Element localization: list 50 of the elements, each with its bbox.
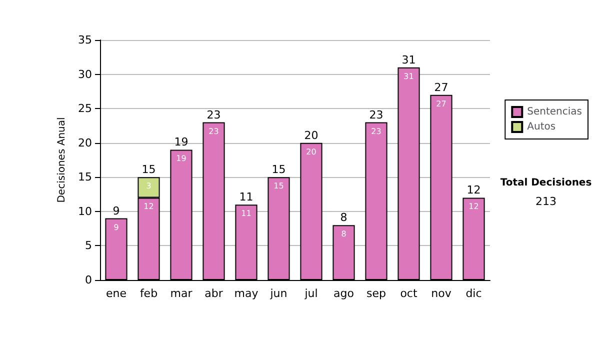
x-tick-label: dic: [466, 287, 482, 300]
x-tick-label: nov: [431, 287, 452, 300]
y-axis-title: Decisiones Anual: [56, 117, 68, 203]
x-tick-label: jun: [269, 287, 288, 300]
x-tick-label: feb: [140, 287, 158, 300]
text: 213: [536, 195, 556, 208]
data-label: 3: [146, 182, 152, 191]
y-tick-label: 30: [78, 68, 92, 81]
total-label: 27: [434, 80, 448, 94]
y-tick-label: 20: [78, 136, 92, 150]
legend-label: Autos: [527, 122, 556, 132]
y-tick-label: 5: [85, 239, 92, 252]
x-tick-label: jul: [304, 287, 318, 300]
data-label: 23: [208, 126, 219, 136]
total-label: 20: [304, 128, 318, 142]
total-label: 19: [174, 136, 188, 149]
total-label: 23: [206, 108, 221, 122]
x-tick-label: abr: [204, 287, 224, 300]
data-label: 12: [144, 202, 154, 212]
legend-label: Sentencias: [527, 106, 582, 118]
total-label: 11: [239, 190, 254, 204]
data-label: 31: [404, 72, 414, 81]
y-tick-label: 0: [85, 274, 92, 286]
data-label: 20: [306, 147, 316, 156]
x-tick-label: mar: [170, 287, 193, 300]
text: Total Decisiones: [500, 178, 592, 188]
y-tick-label: 25: [78, 102, 92, 116]
data-label: 9: [114, 222, 119, 232]
total-label: 12: [466, 184, 481, 197]
x-tick-label: ene: [106, 287, 127, 300]
x-tick-label: sep: [366, 287, 386, 300]
y-tick-label: 35: [78, 34, 92, 46]
data-label: 27: [436, 99, 446, 108]
total-label: 8: [340, 211, 348, 224]
data-label: 23: [371, 126, 382, 136]
x-tick-label: ago: [334, 287, 354, 300]
data-label: 8: [341, 230, 346, 239]
total-label: 15: [272, 163, 286, 176]
data-label: 11: [241, 209, 252, 218]
y-tick-label: 10: [78, 204, 92, 218]
total-label: 23: [369, 108, 384, 122]
total-label: 9: [112, 204, 120, 218]
total-label: 15: [142, 163, 156, 176]
x-tick-label: may: [234, 287, 259, 300]
data-label: 19: [176, 154, 186, 164]
data-label: 12: [468, 202, 479, 212]
data-label: 15: [274, 182, 284, 191]
y-tick-label: 15: [78, 170, 92, 184]
total-label: 31: [402, 53, 416, 66]
x-tick-label: oct: [400, 287, 418, 300]
